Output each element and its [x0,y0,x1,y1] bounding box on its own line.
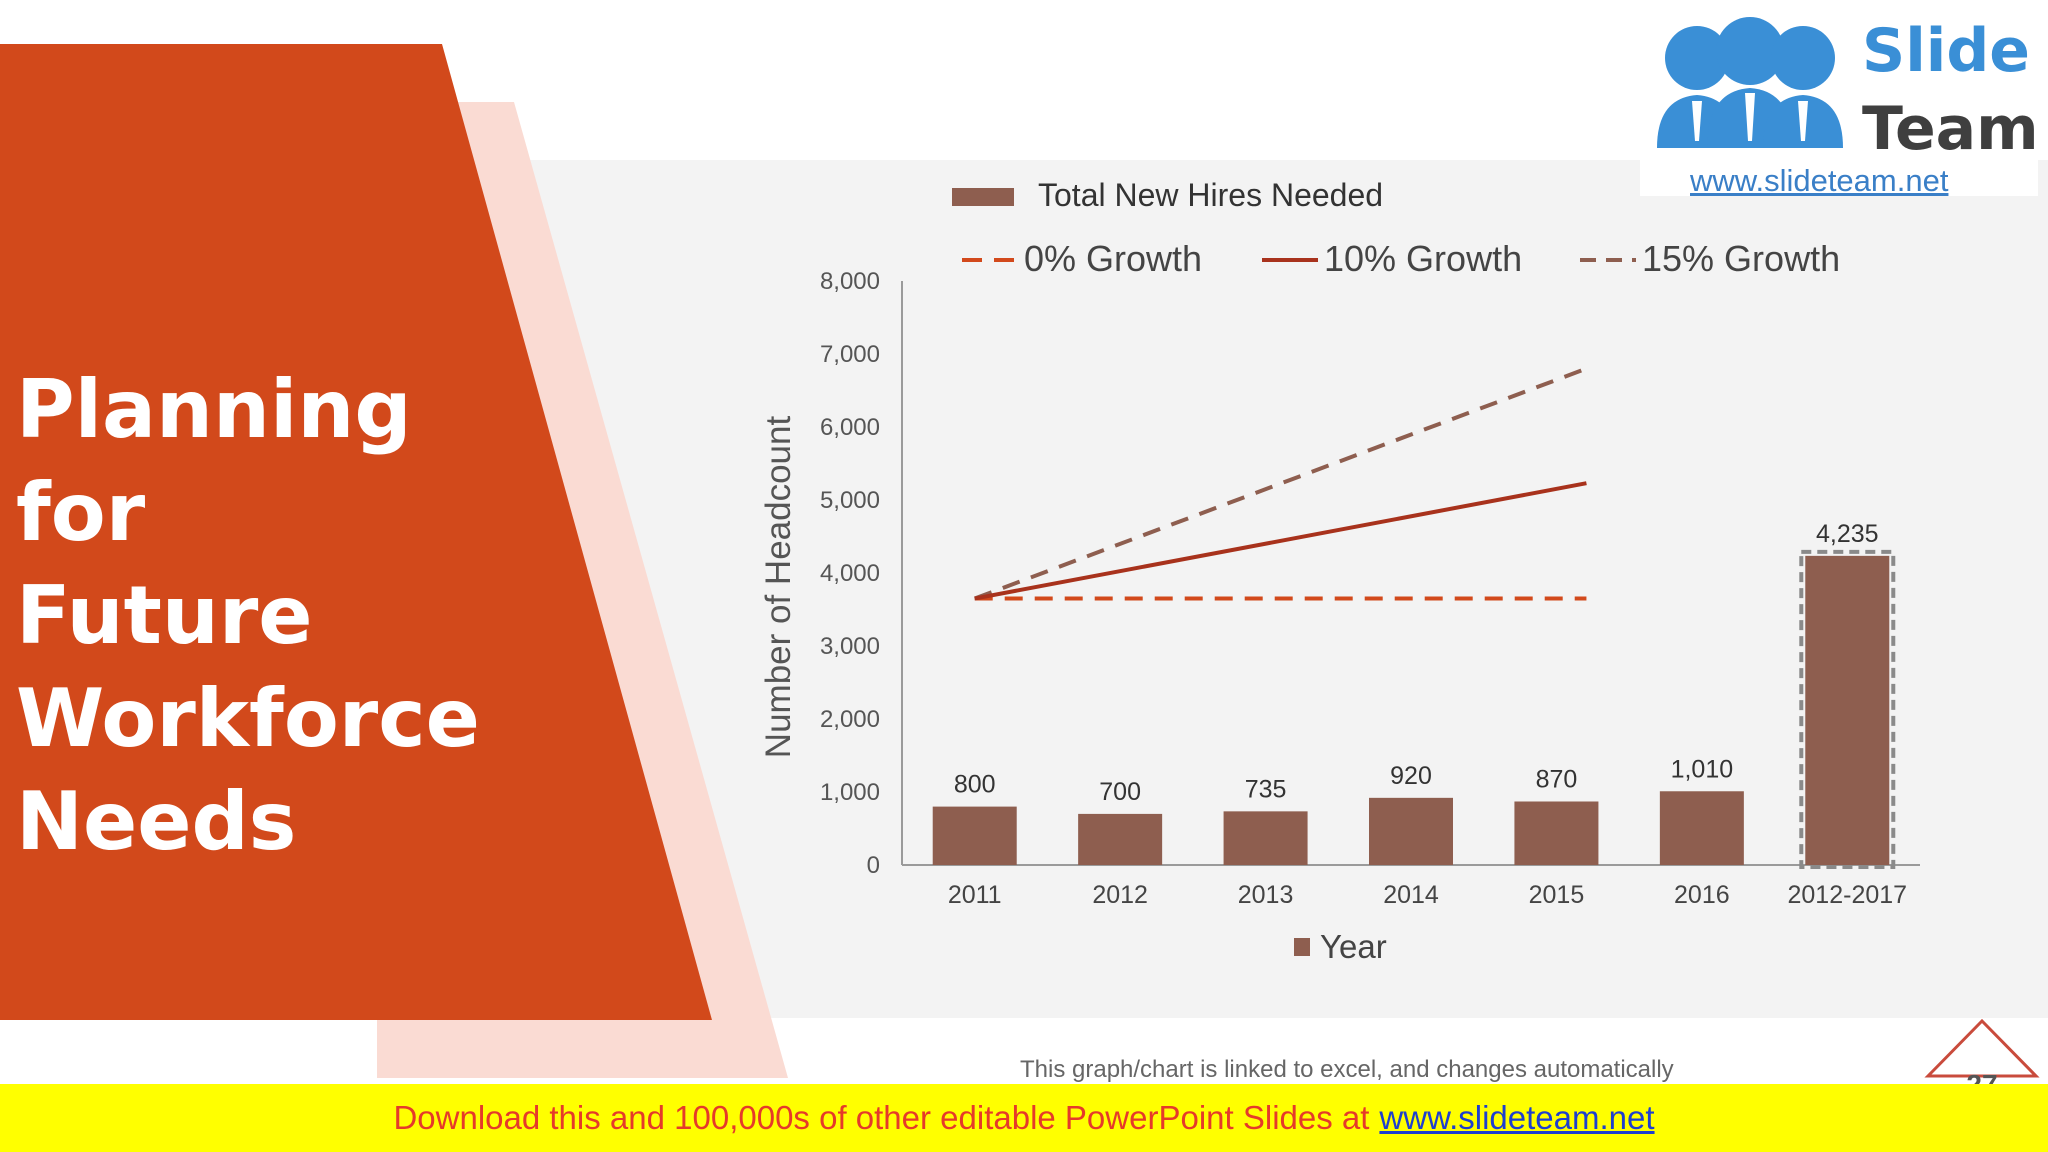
growth-line [974,366,1588,601]
logo-url-link[interactable]: www.slideteam.net [1690,163,1949,198]
x-tick-label: 2013 [1238,881,1294,909]
legend-label: 0% Growth [1024,238,1202,279]
bar [1369,797,1453,865]
page-number-marker [1924,1018,2040,1078]
logo-word-slide: Slide [1862,16,2030,86]
download-banner: Download this and 100,000s of other edit… [0,1084,2048,1152]
growth-line [974,481,1587,601]
bar-data-label: 920 [1390,762,1432,790]
x-tick-label: 2011 [948,881,1002,909]
headcount-chart: 0 1,000 2,000 3,000 4,000 5,000 6,000 7,000 8,00… [759,177,1998,1100]
chart-panel [520,160,2048,1018]
legend-label: 10% Growth [1324,238,1522,279]
slide-title: Planning for Future Workforce Needs [16,358,536,873]
bar-data-label: 700 [1099,778,1141,806]
y-tick-label: 2,000 [820,706,880,733]
y-tick-label: 5,000 [820,487,880,514]
bar-data-label: 735 [1245,775,1287,803]
x-tick-label: 2016 [1674,881,1730,909]
y-tick-label: 8,000 [820,268,880,295]
banner-text: Download this and 100,000s of other edit… [393,1099,1370,1136]
bar [1805,555,1890,865]
banner-link[interactable]: www.slideteam.net [1379,1099,1655,1136]
bar [1514,801,1599,865]
people-logo-icon [1657,17,1843,148]
x-axis-title-marker [1294,938,1310,956]
y-tick-label: 1,000 [820,779,880,806]
y-tick-label: 0 [867,852,880,879]
bar-data-label: 800 [954,771,996,799]
linked-excel-note: This graph/chart is linked to excel, and… [1020,1056,1674,1083]
x-tick-label: 2014 [1383,881,1439,909]
accent-shape [0,44,712,1020]
slideteam-logo: Slide Team www.slideteam.net [1640,8,2039,198]
bar-data-label: 1,010 [1671,755,1734,783]
logo-word-team: Team [1862,94,2039,164]
y-tick-label: 4,000 [820,560,880,587]
title-line: Future [16,569,313,662]
y-tick-label: 3,000 [820,633,880,660]
x-tick-label: 2012 [1092,881,1148,909]
title-line: Workforce [16,672,480,765]
bar [1223,811,1308,865]
legend-swatch [952,188,1014,206]
y-tick-label: 7,000 [820,341,880,368]
x-tick-label: 2015 [1529,881,1585,909]
accent-light-shape [377,102,788,1078]
title-line: Needs [16,775,297,868]
bar-data-label: 870 [1536,765,1578,793]
bar-data-label: 4,235 [1816,520,1879,548]
title-line: Planning for [16,363,412,559]
x-tick-label: 2012-2017 [1788,881,1908,909]
bar [932,806,1017,865]
bar [1659,791,1744,865]
x-axis-title: Year [1320,928,1387,965]
legend-label: Total New Hires Needed [1038,177,1383,213]
y-tick-label: 6,000 [820,414,880,441]
legend-label: 15% Growth [1642,238,1840,279]
y-axis-title: Number of Headcount [759,416,798,759]
bar [1078,813,1163,865]
highlight-dashed-box [1799,549,1896,869]
